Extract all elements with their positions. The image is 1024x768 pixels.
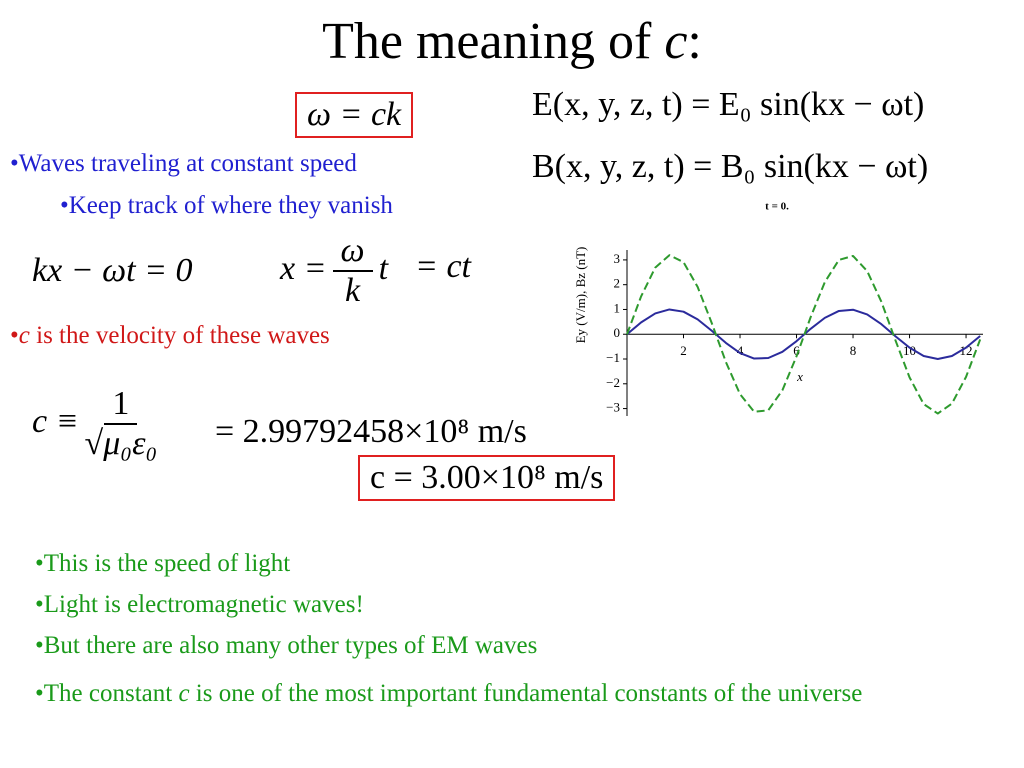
numerator: ω (332, 232, 373, 272)
bullet-text: is the velocity of these waves (29, 322, 330, 349)
bullet: •Light is electromagnetic waves! (35, 591, 364, 618)
b-field-eq: B(x, y, z, t) = B₀ sin(kx − ωt) (532, 148, 929, 185)
dispersion-eq: ω = ck (295, 92, 414, 138)
bullet-text: is one of the most important fundamental… (189, 680, 863, 707)
lhs: c ≡ (32, 402, 79, 440)
x-tick-label: 10 (903, 343, 916, 358)
bullet: •Waves traveling at constant speed (10, 150, 357, 177)
title: The meaning of c: (0, 12, 1024, 71)
denominator: √μ₀ε₀ (84, 425, 158, 462)
c-def-eq: c ≡ 1 √μ₀ε₀ (32, 385, 163, 463)
bullet: •This is the speed of light (35, 550, 291, 577)
curve (626, 308, 981, 361)
rhs: t (378, 249, 389, 287)
y-label: Ey (V/m), Bz (nT) (573, 247, 588, 344)
curve (626, 254, 982, 415)
x-tick-label: 8 (850, 343, 857, 358)
y-tick-label: −3 (606, 400, 620, 415)
bullet: •Keep track of where they vanish (60, 192, 393, 219)
bullet: •The constant c is one of the most impor… (35, 673, 1005, 714)
x-tick-label: 4 (737, 343, 744, 358)
y-tick-label: 2 (614, 276, 621, 291)
denominator: k (345, 272, 361, 309)
plot-title: t = 0. (765, 201, 789, 213)
position-eq: x = ω k t (280, 232, 388, 310)
bullet-text: •The constant (35, 680, 179, 707)
lhs: x = (280, 249, 327, 287)
position-ct: = ct (415, 248, 471, 285)
phase-eq: kx − ωt = 0 (32, 252, 193, 289)
bullet-mark: • (10, 322, 19, 349)
c-rounded-eq: c = 3.00×10⁸ m/s (358, 455, 616, 501)
c-value-eq: = 2.99792458×10⁸ m/s (215, 413, 527, 450)
x-tick-label: 12 (960, 343, 973, 358)
title-var: c (664, 13, 688, 70)
fraction: 1 √μ₀ε₀ (85, 385, 158, 463)
y-tick-label: −2 (606, 375, 620, 390)
title-text: The meaning of (322, 13, 665, 70)
y-tick-label: 1 (614, 300, 621, 315)
y-tick-label: −1 (606, 350, 620, 365)
y-tick-label: 3 (614, 251, 621, 266)
title-colon: : (687, 13, 702, 70)
bullet-var: c (18, 322, 30, 349)
numerator: 1 (104, 385, 138, 425)
x-tick-label: 2 (680, 343, 687, 358)
bullet: •But there are also many other types of … (35, 632, 538, 659)
x-label: x (796, 369, 803, 384)
e-field-eq: E(x, y, z, t) = E₀ sin(kx − ωt) (532, 86, 925, 123)
y-tick-label: 0 (614, 325, 621, 340)
bullet-var: c (178, 680, 190, 707)
bullet: •c is the velocity of these waves (10, 322, 330, 350)
x-tick-label: 6 (793, 343, 800, 358)
